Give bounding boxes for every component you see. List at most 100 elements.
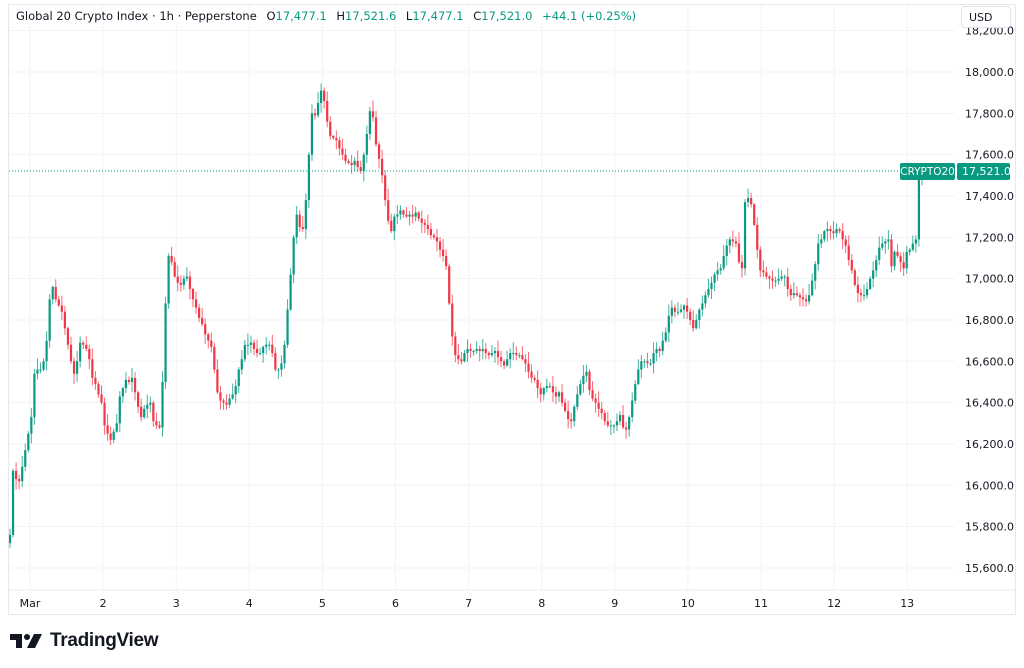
candle-body xyxy=(524,359,527,364)
candle-body xyxy=(27,433,30,451)
candle-body xyxy=(213,346,216,370)
candle-body xyxy=(106,425,109,434)
candle-body xyxy=(252,342,256,349)
candle-body xyxy=(289,274,292,310)
candle-body xyxy=(625,427,628,430)
candle-body xyxy=(237,369,240,387)
candle-body xyxy=(710,282,713,289)
open-value: 17,477.1 xyxy=(275,9,327,23)
candle-body xyxy=(899,255,902,263)
candle-body xyxy=(408,214,411,217)
candle-body xyxy=(698,309,701,320)
candle-body xyxy=(185,276,188,279)
candle-body xyxy=(240,359,243,370)
candle-body xyxy=(512,353,515,355)
candle-body xyxy=(731,239,734,242)
candle-body xyxy=(164,303,167,382)
candle-body xyxy=(109,433,112,440)
candle-body xyxy=(478,348,481,351)
candle-body xyxy=(82,342,85,345)
candle-body xyxy=(771,278,774,281)
candle-body xyxy=(451,303,454,337)
candle-body xyxy=(591,390,594,399)
candle-body xyxy=(545,386,548,389)
candle-body xyxy=(506,359,509,366)
candle-body xyxy=(51,286,54,300)
candle-body xyxy=(54,286,57,300)
candle-body xyxy=(499,357,503,362)
candle-body xyxy=(350,162,353,165)
candle-body xyxy=(740,262,744,269)
candle-body xyxy=(426,224,429,230)
candle-body xyxy=(713,274,716,283)
candle-body xyxy=(118,396,121,424)
candle-body xyxy=(374,117,378,145)
candle-body xyxy=(801,297,805,300)
candle-body xyxy=(259,353,262,355)
candle-body xyxy=(88,348,91,360)
candle-body xyxy=(722,255,725,269)
candle-body xyxy=(521,355,524,360)
candle-body xyxy=(85,344,88,349)
last-price-label: 17,521.0 xyxy=(962,165,1011,178)
candle-body xyxy=(417,212,420,219)
candle-body xyxy=(42,361,45,370)
candle-body xyxy=(146,404,149,409)
candle-body xyxy=(637,369,640,385)
candle-body xyxy=(387,200,390,221)
candle-body xyxy=(890,239,893,267)
tradingview-logo[interactable]: TradingView xyxy=(10,630,159,652)
close-value: 17,521.0 xyxy=(481,9,533,23)
candle-body xyxy=(460,359,463,362)
candle-body xyxy=(643,361,646,363)
candle-body xyxy=(676,311,680,313)
candle-body xyxy=(606,421,609,426)
candle-body xyxy=(204,324,207,335)
x-tick-label: 7 xyxy=(465,597,472,610)
candle-body xyxy=(39,369,42,371)
candle-body xyxy=(658,348,661,351)
candle-body xyxy=(301,226,304,230)
candle-body xyxy=(365,133,368,155)
candle-body xyxy=(255,348,259,354)
candle-body xyxy=(18,479,21,482)
candle-body xyxy=(149,402,152,405)
tradingview-logo-text: TradingView xyxy=(50,630,159,651)
candle-body xyxy=(832,231,835,234)
candle-body xyxy=(66,328,70,345)
symbol-title[interactable]: Global 20 Crypto Index · 1h · Pepperston… xyxy=(16,9,257,23)
candle-body xyxy=(750,198,753,205)
candle-body xyxy=(490,353,493,356)
candle-body xyxy=(277,369,280,371)
candle-body xyxy=(515,353,518,356)
candle-body xyxy=(384,175,387,201)
candle-body xyxy=(48,299,51,341)
currency-button[interactable]: USD xyxy=(961,6,1011,28)
candle-body xyxy=(335,138,338,141)
candle-body xyxy=(353,160,356,165)
candle-body xyxy=(817,243,820,265)
candle-body xyxy=(21,466,24,482)
candle-body xyxy=(63,311,66,329)
candle-body xyxy=(262,346,265,354)
y-tick-label: 17,600.0 xyxy=(965,149,1014,162)
candle-body xyxy=(76,361,79,374)
candle-body xyxy=(329,121,332,137)
candle-body xyxy=(359,167,362,172)
y-tick-label: 17,200.0 xyxy=(965,231,1014,244)
candle-body xyxy=(893,251,896,267)
candle-body xyxy=(286,309,289,345)
x-tick-label: 2 xyxy=(100,597,107,610)
chart-frame xyxy=(8,4,1016,615)
candle-body xyxy=(326,100,329,122)
candle-body xyxy=(310,113,314,155)
x-tick-label: 13 xyxy=(900,597,914,610)
candle-body xyxy=(155,421,158,426)
candle-body xyxy=(664,332,667,341)
y-tick-label: 16,000.0 xyxy=(965,479,1014,492)
candle-body xyxy=(762,270,765,273)
candle-body xyxy=(91,359,94,378)
candle-body xyxy=(759,249,762,271)
candle-body xyxy=(246,344,249,346)
